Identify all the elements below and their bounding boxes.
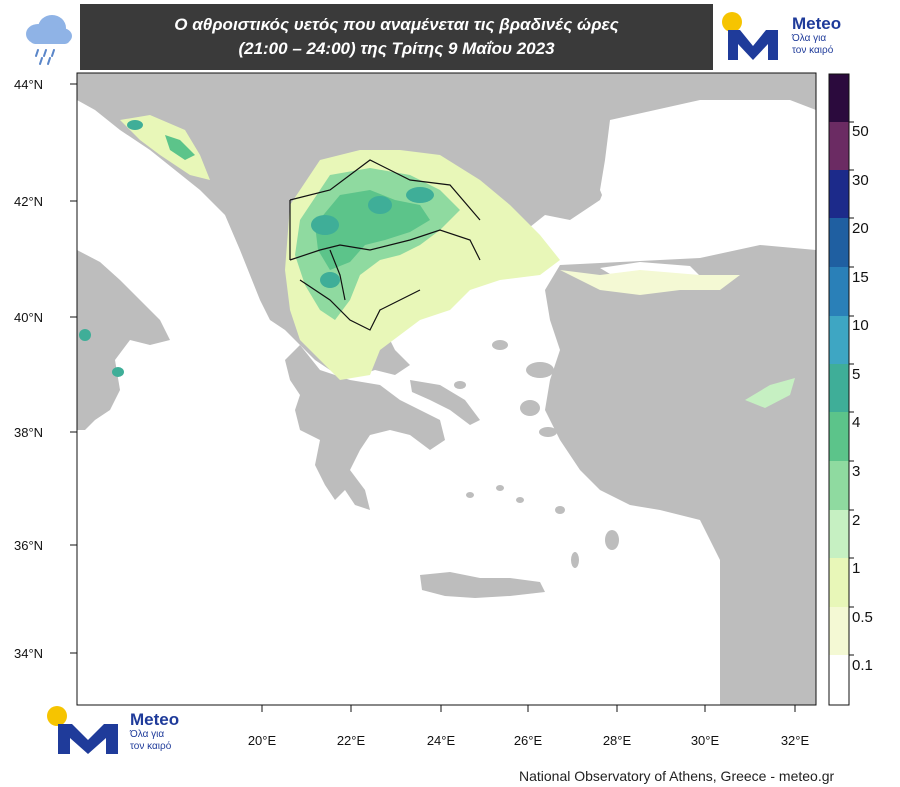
lat-label-34: 34°N xyxy=(14,646,43,661)
lon-label-26: 26°E xyxy=(514,733,543,748)
lat-label-40: 40°N xyxy=(14,310,43,325)
colorbar-label: 50 xyxy=(852,123,869,140)
map-title: Ο αθροιστικός υετός που αναμένεται τις β… xyxy=(80,4,713,70)
colorbar: 50 30 20 15 10 5 4 3 2 1 0.5 0.1 xyxy=(828,73,873,706)
meteo-m-icon xyxy=(722,12,778,60)
colorbar-swatch xyxy=(829,218,849,267)
colorbar-swatch xyxy=(829,461,849,510)
meteo-logo-bottom: Meteo Όλα για τον καιρό xyxy=(44,706,179,758)
lon-label-24: 24°E xyxy=(427,733,456,748)
colorbar-swatch xyxy=(829,316,849,364)
title-line-2: (21:00 – 24:00) της Τρίτης 9 Μαΐου 2023 xyxy=(238,39,555,58)
footer-credit: National Observatory of Athens, Greece -… xyxy=(519,768,835,784)
colorbar-swatch xyxy=(829,655,849,705)
lon-label-32: 32°E xyxy=(781,733,810,748)
colorbar-label: 4 xyxy=(852,414,860,431)
colorbar-swatch xyxy=(829,607,849,655)
logo-brand: Meteo xyxy=(130,710,180,729)
colorbar-label: 1 xyxy=(852,560,860,577)
map-frame xyxy=(76,72,817,706)
logo-tagline-2: τον καιρό xyxy=(130,741,172,752)
weather-rain-icon xyxy=(14,4,80,70)
colorbar-swatch xyxy=(829,170,849,218)
lon-label-28: 28°E xyxy=(603,733,632,748)
colorbar-swatch xyxy=(829,122,849,170)
colorbar-swatch xyxy=(829,412,849,461)
colorbar-label: 20 xyxy=(852,220,869,237)
borders xyxy=(289,159,481,331)
colorbar-swatch xyxy=(829,364,849,412)
colorbar-swatch xyxy=(829,267,849,316)
lat-label-42: 42°N xyxy=(14,194,43,209)
lon-label-20: 20°E xyxy=(248,733,277,748)
meteo-logo-top: Meteo Όλα για τον καιρό xyxy=(714,4,864,70)
logo-tagline-1: Όλα για xyxy=(792,33,827,44)
logo-tagline-2: τον καιρό xyxy=(792,45,834,56)
logo-tagline-1: Όλα για xyxy=(130,729,165,740)
latitude-axis: 44°N 42°N 40°N 38°N 36°N 34°N xyxy=(14,77,77,661)
colorbar-label: 15 xyxy=(852,269,869,286)
colorbar-swatch xyxy=(829,558,849,607)
lon-label-30: 30°E xyxy=(691,733,720,748)
longitude-axis: 20°E 22°E 24°E 26°E 28°E 30°E 32°E xyxy=(248,705,810,748)
lon-label-22: 22°E xyxy=(337,733,366,748)
colorbar-swatch xyxy=(829,510,849,558)
colorbar-label: 2 xyxy=(852,512,860,529)
colorbar-label: 10 xyxy=(852,317,869,334)
lat-label-38: 38°N xyxy=(14,425,43,440)
logo-brand: Meteo xyxy=(792,14,842,33)
lat-label-44: 44°N xyxy=(14,77,43,92)
lat-label-36: 36°N xyxy=(14,538,43,553)
colorbar-label: 0.1 xyxy=(852,657,873,674)
title-line-1: Ο αθροιστικός υετός που αναμένεται τις β… xyxy=(174,15,619,34)
colorbar-label: 3 xyxy=(852,463,860,480)
colorbar-label: 5 xyxy=(852,366,860,383)
colorbar-label: 0.5 xyxy=(852,609,873,626)
meteo-m-icon xyxy=(47,706,118,754)
colorbar-label: 30 xyxy=(852,172,869,189)
colorbar-swatch xyxy=(829,74,849,122)
